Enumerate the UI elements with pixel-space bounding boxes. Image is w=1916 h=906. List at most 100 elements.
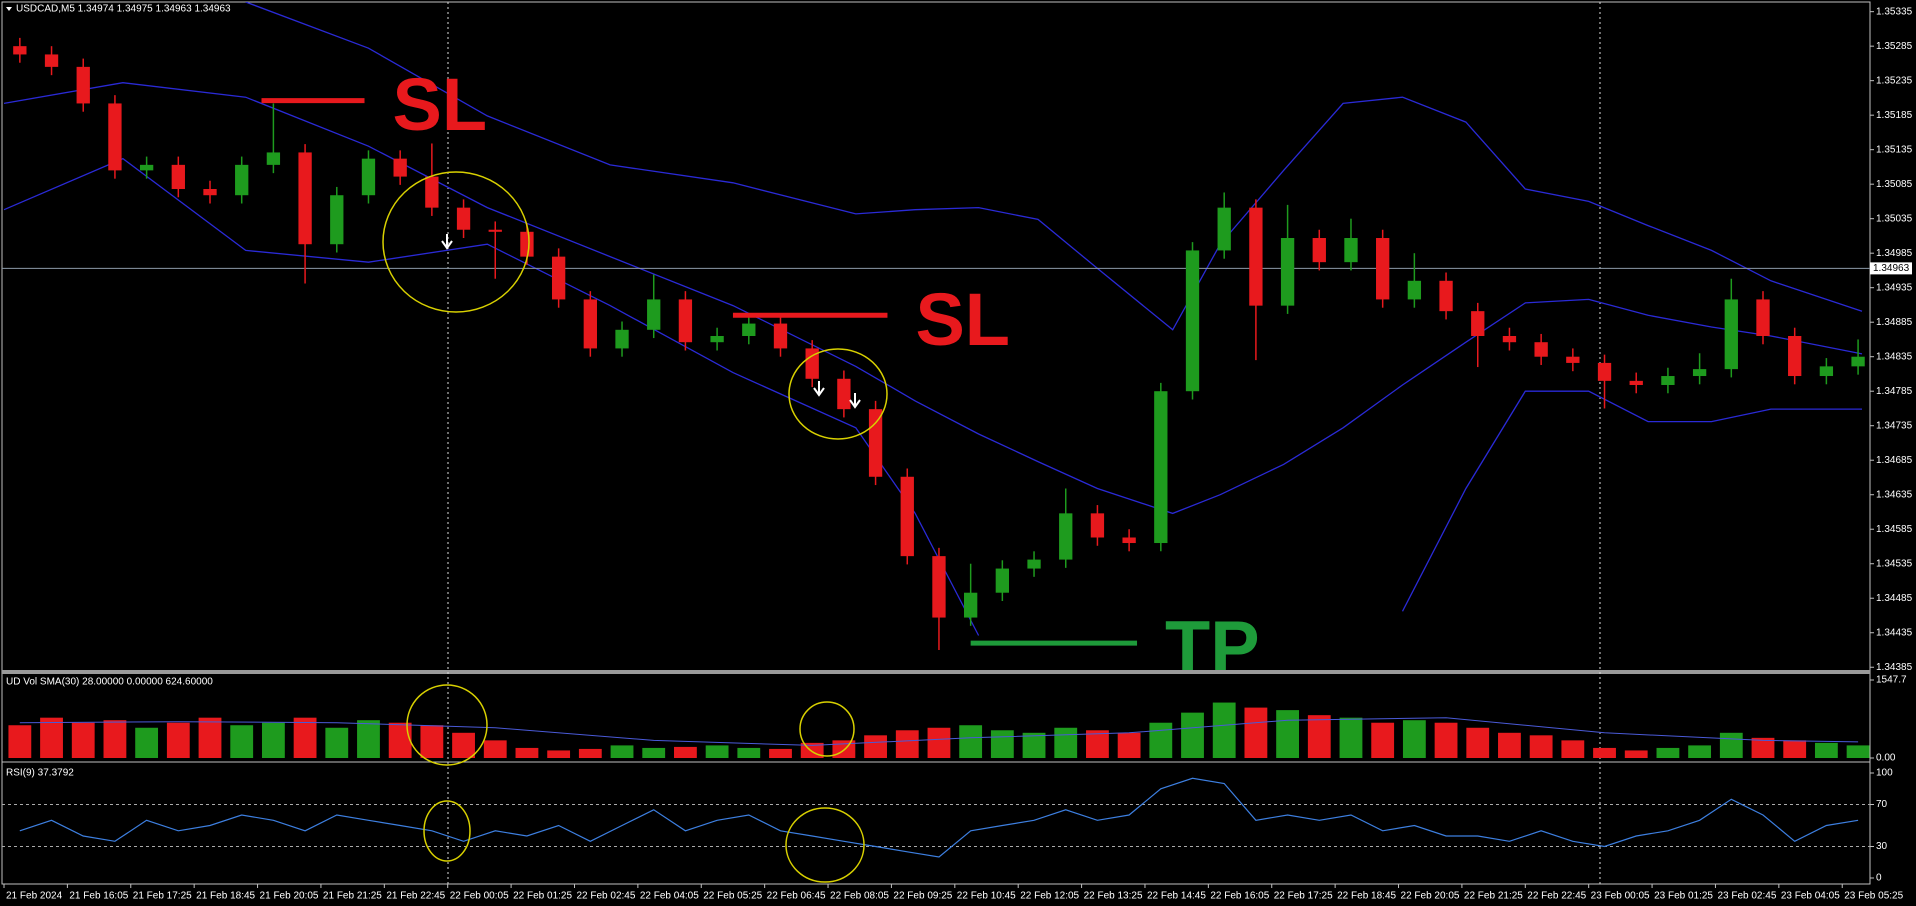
volume-bar xyxy=(1307,715,1331,758)
candle-body xyxy=(361,158,376,196)
candle-body xyxy=(1851,356,1865,367)
candle-body xyxy=(900,476,914,557)
price-label: 1.34963 xyxy=(1873,263,1910,274)
y-tick-label: 1.35235 xyxy=(1876,75,1913,86)
axis-line: 100 70 30 0 RSI(9) 37.3792 xyxy=(6,768,1893,884)
y-tick-label: 1.35185 xyxy=(1876,110,1913,121)
sell-arrow xyxy=(849,393,861,409)
volume-bar xyxy=(1054,727,1078,758)
candle-body xyxy=(1534,342,1548,357)
sell-arrow xyxy=(813,381,825,397)
volume-bar xyxy=(388,722,412,758)
x-tick-label: 21 Feb 20:05 xyxy=(260,891,319,902)
panel-title: UD Vol SMA(30) 28.00000 0.00000 624.6000… xyxy=(6,677,213,688)
x-tick-label: 22 Feb 10:45 xyxy=(957,891,1016,902)
y-tick-label: 70 xyxy=(1876,799,1888,810)
volume-bar xyxy=(515,747,539,758)
y-tick-label: 1.34735 xyxy=(1876,420,1913,431)
volume-bar xyxy=(8,725,32,758)
volume-bar xyxy=(737,747,761,758)
y-tick-label: 1.34985 xyxy=(1876,248,1913,259)
candle-body xyxy=(1122,537,1136,544)
candle-body xyxy=(1185,250,1200,392)
x-tick-label: 21 Feb 21:25 xyxy=(323,891,382,902)
candle-body xyxy=(330,195,344,245)
x-tick-label: 22 Feb 12:05 xyxy=(1020,891,1079,902)
x-tick-label: 23 Feb 02:45 xyxy=(1717,891,1776,902)
volume-bar xyxy=(769,748,792,758)
x-tick-label: 22 Feb 04:05 xyxy=(640,891,699,902)
x-tick-label: 21 Feb 16:05 xyxy=(69,891,128,902)
panel-candlestick: SL SL TP xyxy=(2,2,1870,689)
x-tick-label: 22 Feb 08:05 xyxy=(830,891,889,902)
candle-body xyxy=(1407,280,1422,300)
candle-body xyxy=(963,592,978,618)
panel-title: RSI(9) 37.3792 xyxy=(6,768,74,779)
candle-body xyxy=(13,46,27,55)
y-tick-label: 1.34685 xyxy=(1876,455,1913,466)
candle-body xyxy=(932,556,946,618)
volume-bar xyxy=(1688,745,1712,758)
candle-body xyxy=(837,378,851,410)
volume-bar xyxy=(1181,712,1204,758)
x-tick-label: 22 Feb 00:05 xyxy=(450,891,509,902)
candle-body xyxy=(1376,238,1390,300)
x-tick-label: 23 Feb 05:25 xyxy=(1844,891,1903,902)
candle-body xyxy=(1471,311,1485,336)
volume-bar xyxy=(1561,740,1585,758)
annotation-label: SL xyxy=(393,63,488,146)
volume-bar xyxy=(674,746,697,758)
y-tick-label: 1547.7 xyxy=(1876,675,1907,686)
volume-bar xyxy=(357,720,380,758)
highlight-circle xyxy=(382,171,530,313)
volume-bar xyxy=(1846,745,1870,758)
candle-body xyxy=(710,336,724,343)
candle-body xyxy=(773,323,788,349)
x-tick-label: 21 Feb 22:45 xyxy=(386,891,445,902)
candle-body xyxy=(44,54,59,67)
y-tick-label: 1.34485 xyxy=(1876,593,1913,604)
x-tick-label: 22 Feb 20:05 xyxy=(1401,891,1460,902)
volume-bar xyxy=(1244,707,1268,758)
candle-body xyxy=(520,231,534,257)
x-tick-label: 22 Feb 09:25 xyxy=(893,891,952,902)
x-tick-label: 23 Feb 04:05 xyxy=(1781,891,1840,902)
volume-bar xyxy=(1466,727,1490,758)
y-tick-label: 1.35285 xyxy=(1876,41,1913,52)
panel-bar xyxy=(8,702,1870,758)
volume-bar xyxy=(1149,722,1173,758)
volume-bar xyxy=(990,730,1014,758)
highlight-circle xyxy=(799,701,855,757)
x-tick-label: 22 Feb 02:45 xyxy=(576,891,635,902)
volume-bar xyxy=(1339,717,1363,758)
highlight-circle xyxy=(785,807,865,883)
volume-bar xyxy=(578,748,602,758)
candle-body xyxy=(1692,369,1707,377)
volume-bar xyxy=(103,720,127,758)
volume-bar xyxy=(420,725,444,758)
x-tick-label: 23 Feb 01:25 xyxy=(1654,891,1713,902)
x-tick-label: 22 Feb 17:25 xyxy=(1274,891,1333,902)
frame xyxy=(1,1,1871,885)
candle-body xyxy=(1249,207,1263,306)
y-tick-label: 1.35035 xyxy=(1876,213,1913,224)
y-tick-label: 1.34385 xyxy=(1876,662,1913,673)
panel-line xyxy=(2,777,1870,858)
candle-body xyxy=(678,299,693,343)
annotation-label: TP xyxy=(1165,606,1260,689)
volume-bar xyxy=(135,727,159,758)
candle-body xyxy=(1629,380,1643,385)
highlight-circles xyxy=(382,171,888,883)
volume-bar xyxy=(1022,732,1046,758)
candle-body xyxy=(171,164,185,190)
candle-body xyxy=(266,152,281,165)
candle-body xyxy=(1566,356,1580,363)
y-tick-label: 1.35085 xyxy=(1876,179,1913,190)
candle-body xyxy=(805,348,819,379)
volume-bar xyxy=(1276,710,1300,758)
y-tick-label: 1.34885 xyxy=(1876,317,1913,328)
volume-bar xyxy=(927,727,951,758)
y-tick-label: 100 xyxy=(1876,768,1893,779)
candle-body xyxy=(995,568,1010,593)
